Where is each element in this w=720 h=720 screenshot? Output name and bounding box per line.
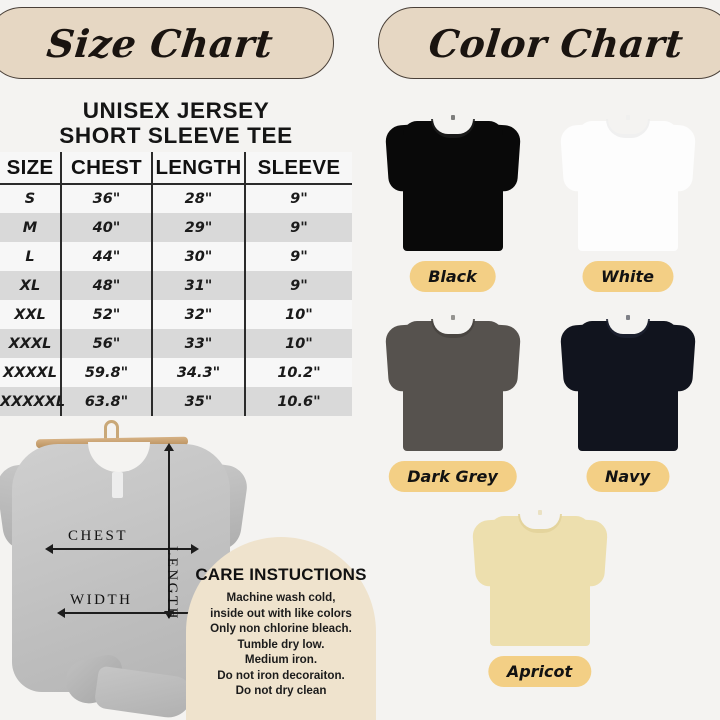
width-measure-label: WIDTH [70,592,133,608]
cell-size: XL [0,271,62,300]
cell-length: 35" [152,387,246,416]
column-header-size: SIZE [0,152,62,185]
product-title: UNISEX JERSEY SHORT SLEEVE TEE [0,98,352,148]
size-chart-title: Size Chart [44,20,276,66]
care-instructions-title: CARE INSTUCTIONS [195,565,367,584]
care-line-2: inside out with like colors [210,606,352,620]
care-line-6: Do not iron decoraiton. [217,668,345,682]
color-label-pill[interactable]: Navy [585,461,670,492]
product-title-line-1: UNISEX JERSEY [82,98,270,123]
length-measure-label: LENGTH [164,546,180,621]
cell-chest: 56" [61,329,153,358]
tshirt-icon [384,111,522,251]
cell-chest: 63.8" [61,387,153,416]
table-row: XXL 52" 32" 10" [0,300,352,329]
cell-size: M [0,213,62,242]
cell-chest: 52" [61,300,153,329]
cell-size: XXXL [0,329,62,358]
cell-length: 32" [152,300,246,329]
chest-measure-label: CHEST [68,528,129,544]
cell-sleeve: 10" [245,329,352,358]
color-swatch-white[interactable]: White [540,103,715,303]
column-header-length: LENGTH [152,152,246,185]
color-swatch-black[interactable]: Black [365,103,540,303]
product-title-line-2: SHORT SLEEVE TEE [59,123,293,148]
cell-length: 34.3" [152,358,246,387]
cell-length: 33" [152,329,246,358]
table-row: S 36" 28" 9" [0,184,352,213]
cell-chest: 40" [61,213,153,242]
care-line-3: Only non chlorine bleach. [210,622,352,635]
cell-length: 28" [152,184,246,213]
color-label-pill[interactable]: Dark Grey [388,461,517,492]
table-row: XL 48" 31" 9" [0,271,352,300]
tshirt-icon [559,111,697,251]
cell-chest: 44" [61,242,153,271]
color-chart-title: Color Chart [426,20,686,66]
size-chart-header-pill: Size Chart [0,7,334,79]
color-swatch-dark-grey[interactable]: Dark Grey [365,303,540,503]
tshirt-icon [559,311,697,451]
cell-length: 30" [152,242,246,271]
cell-chest: 59.8" [61,358,153,387]
color-chart-header-pill: Color Chart [378,7,720,79]
cell-sleeve: 9" [245,242,352,271]
table-row: XXXL 56" 33" 10" [0,329,352,358]
cell-sleeve: 10.6" [245,387,352,416]
size-table: SIZE CHEST LENGTH SLEEVE S 36" 28" 9" M … [0,152,352,416]
care-line-1: Machine wash cold, [226,591,336,604]
color-label-pill[interactable]: Apricot [487,656,592,687]
cell-size: XXXXXL [0,387,65,416]
cell-length: 31" [152,271,246,300]
size-table-wrapper: SIZE CHEST LENGTH SLEEVE S 36" 28" 9" M … [0,152,352,416]
chest-measure-arrow [45,544,199,554]
care-line-4: Tumble dry low. [237,637,325,651]
cell-sleeve: 9" [245,213,352,242]
color-label-pill[interactable]: White [581,261,674,292]
table-row: M 40" 29" 9" [0,213,352,242]
color-swatch-apricot[interactable]: Apricot [452,498,627,698]
table-header-row: SIZE CHEST LENGTH SLEEVE [0,152,352,185]
color-swatch-grid: Black White Dark Grey [360,98,720,713]
cell-size: L [0,242,62,271]
cell-sleeve: 9" [245,271,352,300]
cell-size: S [0,184,62,213]
cell-sleeve: 10.2" [245,358,352,387]
cell-length: 29" [152,213,246,242]
hanger-hook-icon [104,420,119,442]
color-label-pill[interactable]: Black [409,261,496,292]
care-instructions-list: Machine wash cold, inside out with like … [186,590,376,699]
cell-chest: 36" [61,184,153,213]
cell-size: XXXXL [0,358,62,387]
column-header-chest: CHEST [61,152,153,185]
cell-sleeve: 10" [245,300,352,329]
table-row: L 44" 30" 9" [0,242,352,271]
care-line-7: Do not dry clean [235,684,327,697]
care-line-5: Medium iron. [244,653,318,666]
tshirt-icon [471,506,609,646]
cell-sleeve: 9" [245,184,352,213]
tshirt-icon [384,311,522,451]
cell-chest: 48" [61,271,153,300]
table-row: XXXXXL 63.8" 35" 10.6" [0,387,352,416]
cell-size: XXL [0,300,62,329]
diagram-shirt-tag [112,472,123,498]
column-header-sleeve: SLEEVE [245,152,352,185]
color-swatch-navy[interactable]: Navy [540,303,715,503]
length-measure-arrow [164,443,174,619]
care-instructions-panel: CARE INSTUCTIONS Machine wash cold, insi… [186,537,376,720]
table-row: XXXXL 59.8" 34.3" 10.2" [0,358,352,387]
